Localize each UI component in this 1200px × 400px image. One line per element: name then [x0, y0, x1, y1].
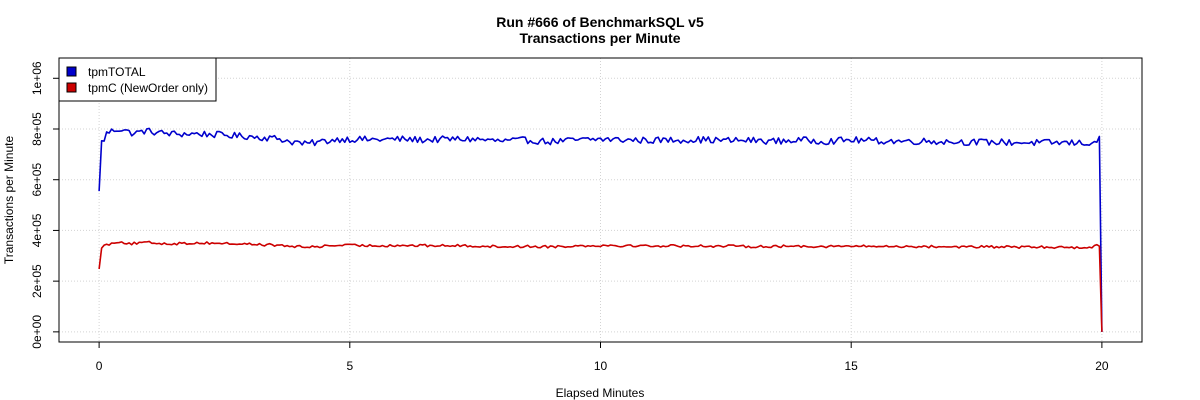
- y-tick-label: 0e+00: [30, 315, 44, 349]
- y-axis-label: Transactions per Minute: [2, 136, 16, 265]
- x-axis: 0 5 10 15 20: [96, 342, 1109, 373]
- legend-swatch-tpmc: [66, 82, 77, 93]
- series-line-tpmtotal: [98, 127, 1103, 332]
- x-axis-label: Elapsed Minutes: [556, 386, 645, 400]
- chart-title: Run #666 of BenchmarkSQL v5: [496, 14, 704, 30]
- x-tick-label: 5: [346, 359, 353, 373]
- legend-swatch-tpmtotal: [66, 66, 77, 77]
- x-tick-label: 0: [96, 359, 103, 373]
- legend-label-tpmtotal: tpmTOTAL: [88, 65, 146, 79]
- chart-subtitle: Transactions per Minute: [519, 30, 680, 46]
- x-tick-label: 10: [594, 359, 608, 373]
- y-tick-label: 8e+05: [30, 112, 44, 146]
- series-layer: [98, 127, 1103, 332]
- y-tick-label: 4e+05: [30, 213, 44, 247]
- x-tick-label: 20: [1095, 359, 1109, 373]
- legend-label-tpmc: tpmC (NewOrder only): [88, 81, 208, 95]
- legend: tpmTOTAL tpmC (NewOrder only): [58, 57, 217, 102]
- y-tick-label: 1e+06: [30, 61, 44, 95]
- grid: [59, 58, 1142, 342]
- series-line-tpmc: [98, 240, 1103, 332]
- legend-box: [58, 57, 217, 102]
- x-tick-label: 15: [845, 359, 859, 373]
- y-tick-label: 6e+05: [30, 163, 44, 197]
- y-tick-label: 2e+05: [30, 264, 44, 298]
- y-axis: 0e+00 2e+05 4e+05 6e+05 8e+05 1e+06: [30, 61, 59, 349]
